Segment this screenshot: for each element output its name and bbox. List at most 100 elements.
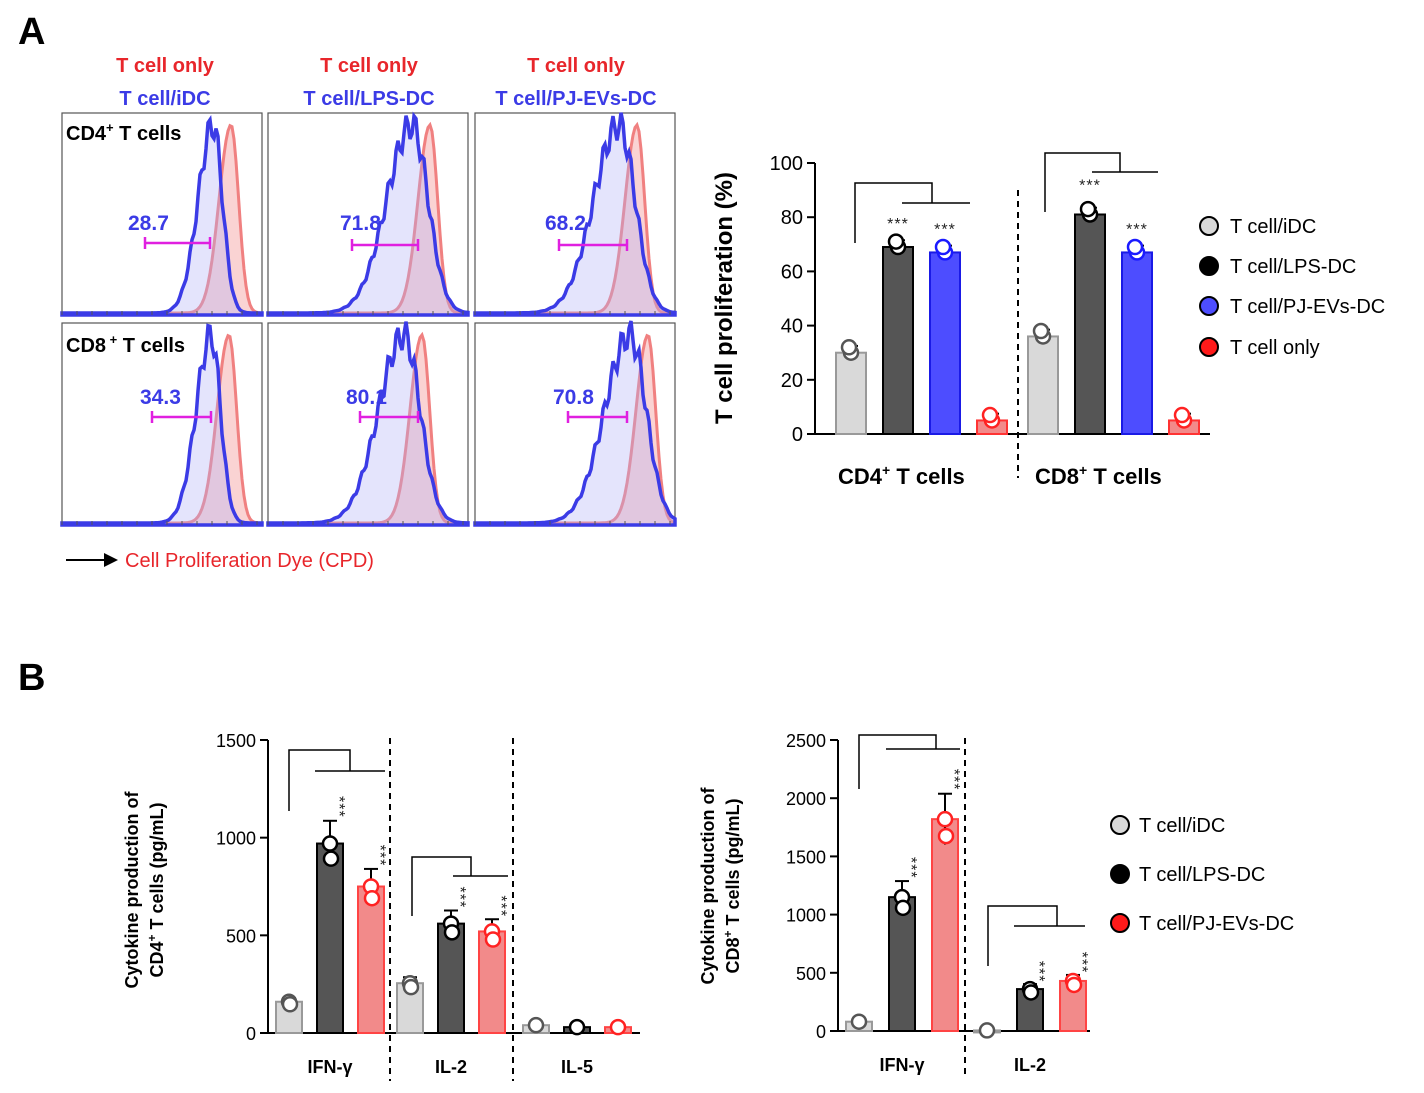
significance-bracket (854, 182, 933, 243)
histogram-sample-blue (60, 115, 264, 317)
flow-header-sample-3: T cell/PJ-EVs-DC (495, 88, 656, 110)
significance-bracket (411, 856, 472, 916)
cpd-arrow-icon (104, 553, 118, 567)
significance-bracket (288, 749, 351, 811)
histogram-sample-blue (266, 321, 470, 527)
bar-T cell/LPS-DC (888, 896, 916, 1033)
legend-swatch-pj (1199, 296, 1219, 316)
data-point (443, 924, 461, 941)
legend-label-lps: T cell/LPS-DC (1230, 256, 1356, 278)
y-tick-label: 1500 (216, 731, 256, 751)
gate-percentage: 71.8 (340, 212, 381, 235)
significance-stars: *** (492, 895, 509, 917)
histogram-sample-blue (473, 320, 677, 527)
significance-stars: *** (945, 769, 962, 791)
y-tick-label: 1000 (786, 906, 826, 926)
significance-stars: *** (1079, 177, 1101, 194)
chart-b-cd8-ylabel-line1: Cytokine production of (698, 787, 718, 985)
data-point (887, 233, 905, 250)
y-tick-label: 2000 (786, 789, 826, 809)
gate-percentage: 68.2 (545, 212, 586, 235)
y-tick-label: 20 (781, 370, 803, 392)
y-tick-label: 0 (246, 1024, 256, 1044)
data-point (978, 1022, 996, 1039)
bar-T cell/iDC (835, 351, 867, 436)
chart-b-cd4-ylabel-line2: CD4+ T cells (pg/mL) (145, 802, 167, 977)
y-tick-label: 500 (796, 964, 826, 984)
legend-label-pj: T cell/PJ-EVs-DC (1230, 296, 1385, 318)
flow-plot-frame (61, 112, 263, 316)
b-legend-label-lps: T cell/LPS-DC (1139, 864, 1265, 886)
histogram-sample-blue (473, 112, 677, 317)
bar-T cell/LPS-DC (882, 246, 914, 435)
chart-a-proliferation: 0 20 40 60 80 100 *** *** *** *** (770, 152, 1210, 478)
panel-label-a: A (18, 11, 45, 53)
flow-histogram-grid: 28.7 71.8 68.2 34.3 80.1 70.8 (60, 111, 677, 527)
y-tick-label: 80 (781, 207, 803, 229)
data-point (402, 978, 420, 996)
y-tick-label: 1000 (216, 829, 256, 849)
chart-b-cd4-cytokines: 0 500 1000 1500 *** *** IFN-γ *** *** IL-2 IL-5 (216, 731, 640, 1081)
bar-T cell/LPS-DC (437, 922, 465, 1035)
x-category-label: IFN-γ (308, 1057, 353, 1077)
flow-row-label-cd4: CD4+ T cells (66, 120, 181, 145)
y-tick-label: 0 (816, 1022, 826, 1042)
data-point (568, 1018, 586, 1036)
chart-b-legend: T cell/iDC T cell/LPS-DC T cell/PJ-EVs-D… (1110, 815, 1294, 935)
data-point (321, 835, 339, 852)
data-point (1065, 976, 1083, 994)
significance-stars: *** (330, 796, 347, 818)
histogram-sample-blue (266, 111, 470, 317)
significance-bracket (858, 734, 937, 789)
gate-percentage: 28.7 (128, 212, 169, 235)
significance-bracket (1044, 152, 1121, 212)
bar-T cell/PJ-EVs-DC (929, 251, 961, 435)
flow-header-sample-2: T cell/LPS-DC (303, 88, 434, 110)
data-point (484, 931, 502, 948)
x-category-label: IL-2 (1014, 1055, 1046, 1075)
data-point (363, 889, 381, 907)
legend-swatch-only (1199, 337, 1219, 357)
b-legend-swatch-pj (1110, 913, 1130, 933)
data-point (894, 899, 912, 917)
b-legend-label-idc: T cell/iDC (1139, 815, 1225, 837)
bar-T cell/PJ-EVs-DC (931, 818, 959, 1032)
data-point (850, 1013, 868, 1030)
significance-stars: *** (451, 887, 468, 909)
x-category-label: IL-2 (435, 1057, 467, 1077)
data-point (1022, 984, 1040, 1001)
b-legend-swatch-lps (1110, 864, 1130, 884)
significance-stars: *** (1030, 961, 1047, 983)
data-point (1126, 238, 1144, 256)
chart-b-cd8-cytokines: 0 500 1000 1500 2000 2500 *** *** IFN-γ *** *** IL-… (786, 731, 1090, 1079)
data-point (937, 827, 955, 845)
y-tick-label: 500 (226, 926, 256, 946)
legend-label-only: T cell only (1230, 337, 1320, 359)
legend-label-idc: T cell/iDC (1230, 216, 1316, 238)
y-tick-label: 2500 (786, 731, 826, 751)
data-point (840, 339, 858, 356)
bar-T cell/PJ-EVs-DC (478, 930, 506, 1035)
gate-percentage: 70.8 (553, 386, 594, 409)
data-point (281, 995, 299, 1013)
y-tick-label: 100 (770, 153, 803, 175)
y-tick-label: 40 (781, 316, 803, 338)
bar-T cell/LPS-DC (1074, 213, 1106, 435)
data-point (1173, 406, 1191, 424)
b-legend-label-pj: T cell/PJ-EVs-DC (1139, 913, 1294, 935)
flow-header-ref-1: T cell only (116, 55, 215, 77)
histogram-sample-blue (60, 323, 264, 527)
data-point (322, 850, 340, 867)
data-point (1079, 200, 1097, 218)
cpd-axis-label: Cell Proliferation Dye (CPD) (125, 550, 374, 572)
bar-T cell/LPS-DC (316, 842, 344, 1034)
bar-T cell/PJ-EVs-DC (357, 885, 385, 1034)
chart-a-group-label-cd4: CD4+ T cells (838, 462, 965, 489)
significance-stars: *** (887, 216, 909, 233)
data-point (609, 1018, 627, 1036)
b-legend-swatch-idc (1110, 815, 1130, 835)
legend-swatch-idc (1199, 216, 1219, 236)
chart-a-group-label-cd8: CD8+ T cells (1035, 462, 1162, 489)
chart-b-cd8-ylabel-line2: CD8+ T cells (pg/mL) (721, 798, 743, 973)
